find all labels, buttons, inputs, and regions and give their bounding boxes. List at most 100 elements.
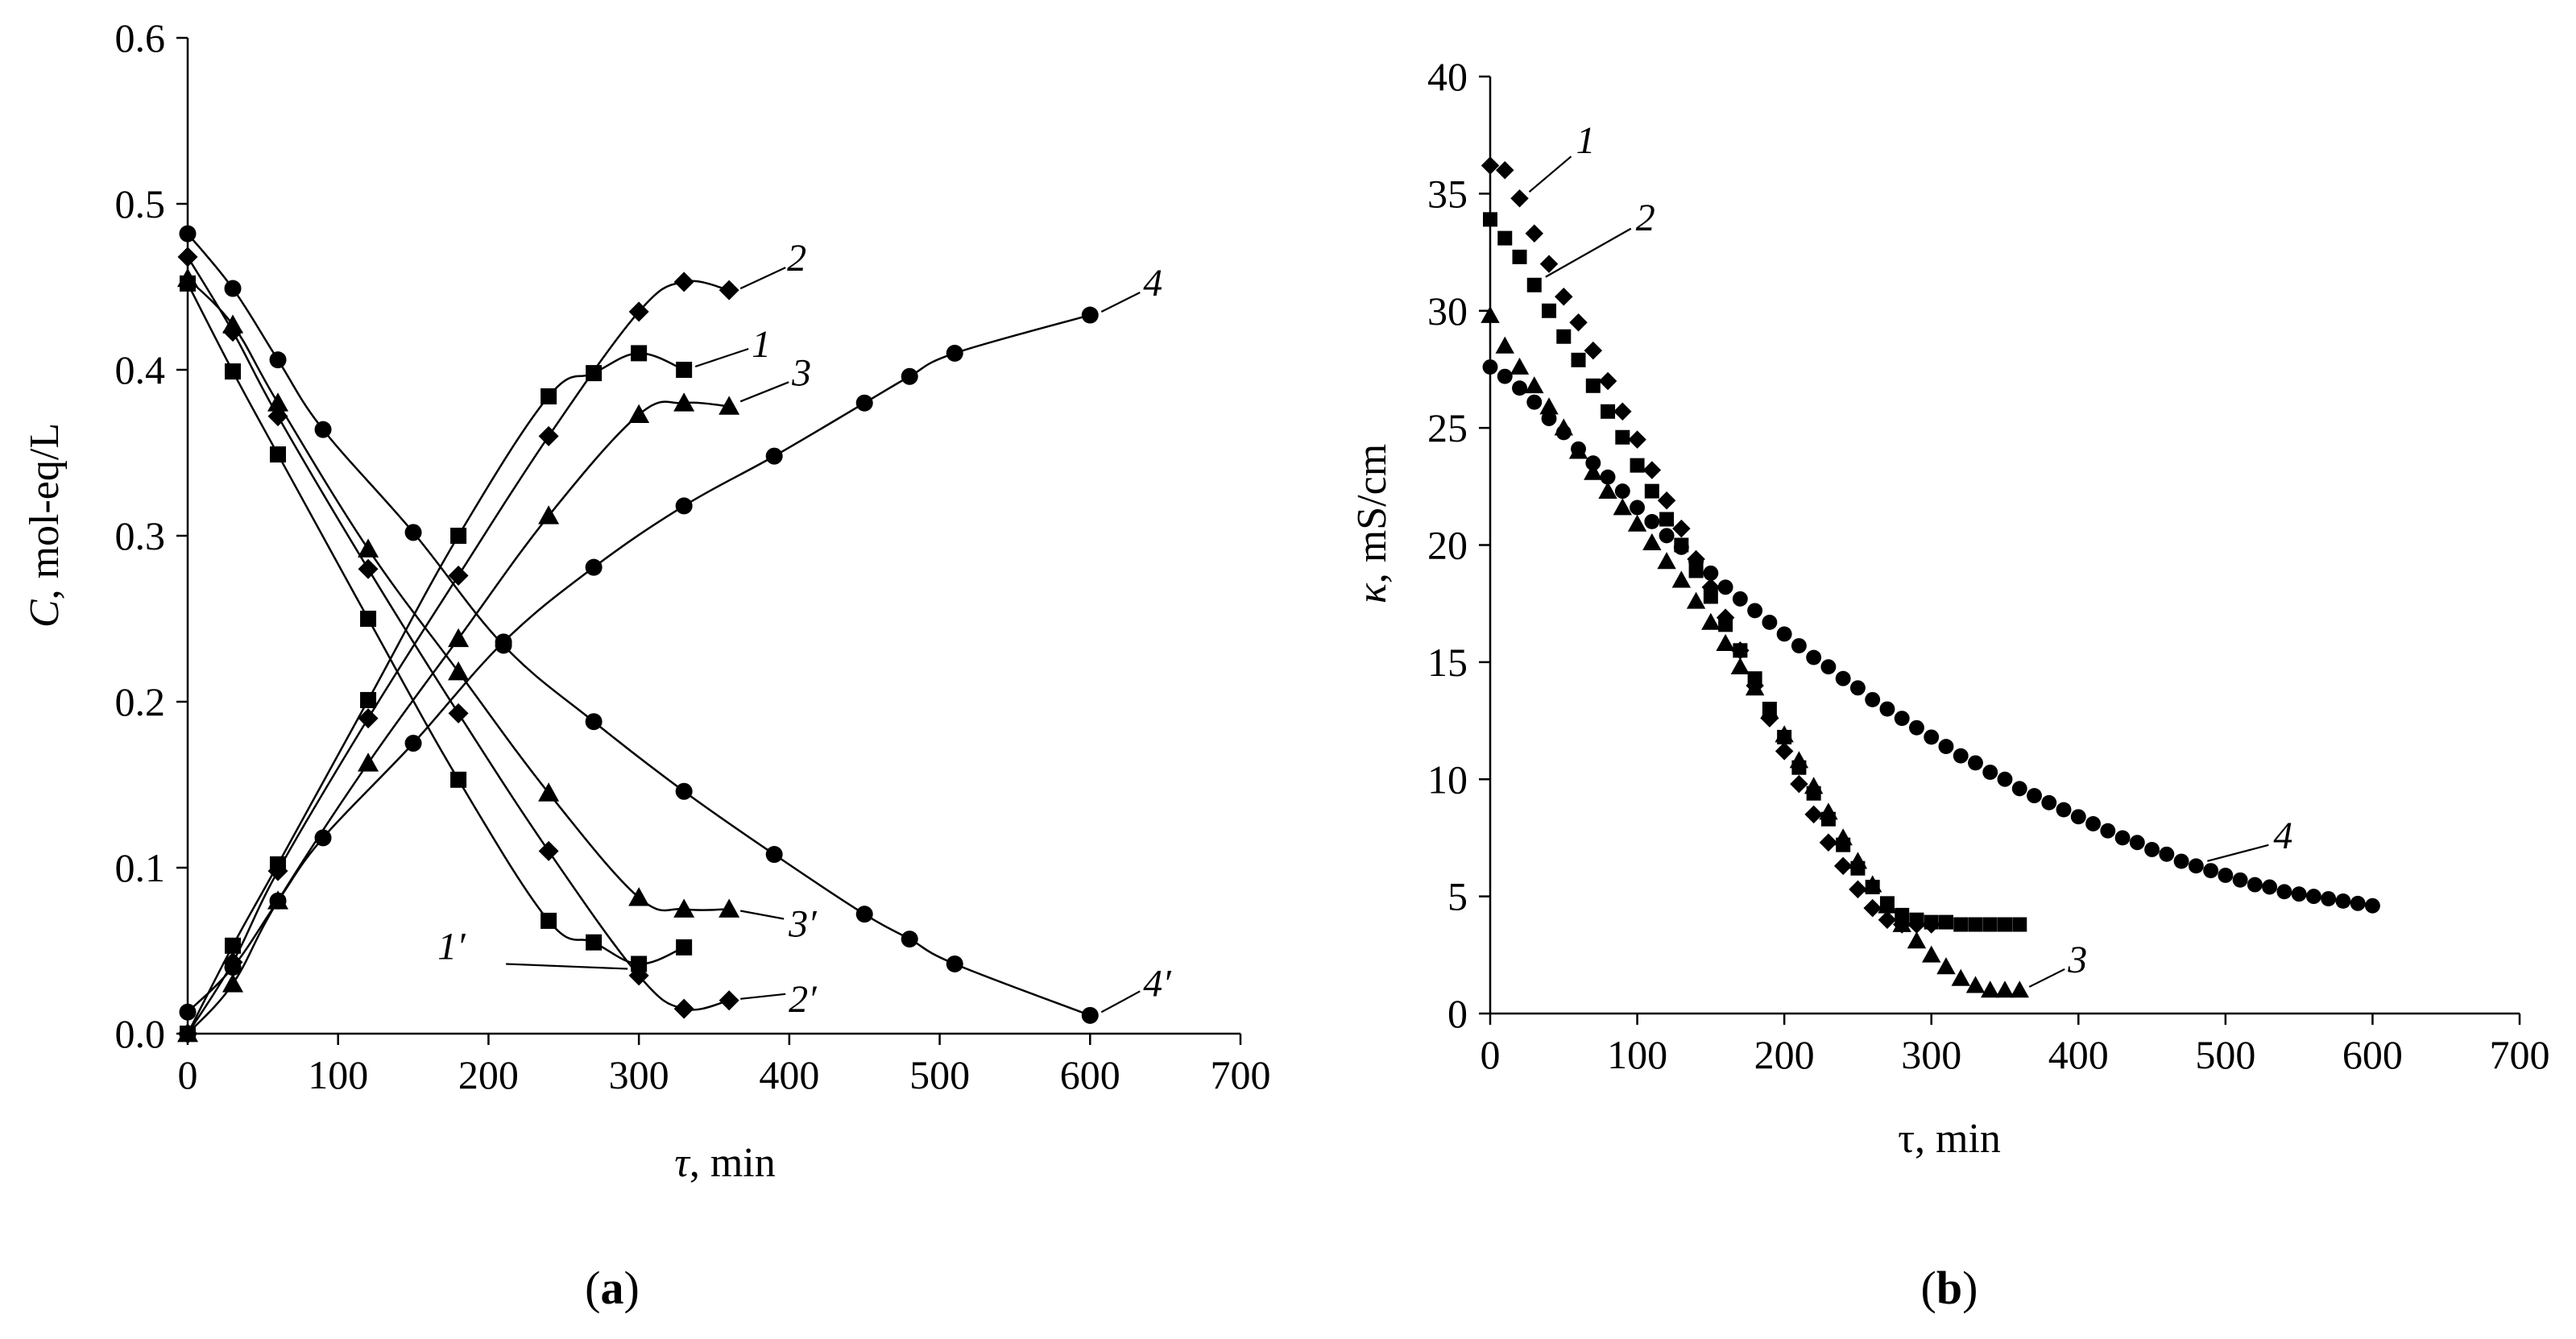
panel-b-point-2 (1497, 230, 1513, 246)
panel-b-point-4 (1762, 614, 1778, 630)
panel-a-point-3-prime (358, 538, 379, 558)
panel-a-x-tick-label: 400 (759, 1052, 819, 1097)
panel-b-y-tick-label: 10 (1427, 757, 1468, 802)
panel-a-point-1-prime (450, 771, 467, 788)
panel-b-point-2 (1585, 378, 1601, 393)
panel-b-point-1 (1525, 224, 1544, 243)
panel-a-point-3-prime (673, 898, 695, 918)
panel-a-point-2-prime (628, 965, 649, 986)
panel-b-point-4 (2262, 879, 2278, 895)
panel-b-point-2 (1733, 643, 1748, 658)
panel-a-point-4-prime (765, 846, 783, 864)
panel-b-point-4 (1630, 500, 1646, 516)
panel-b-point-3 (1525, 376, 1544, 394)
panel-a-point-4 (404, 735, 422, 752)
panel-a-point-2 (719, 280, 739, 301)
panel-b-point-4 (1909, 719, 1924, 736)
panel-b-point-4 (2144, 842, 2160, 857)
panel-a-point-3-prime (222, 314, 244, 334)
panel-a-curve-label-1: 1 (752, 323, 771, 366)
panel-a-y-axis-title: C, mol-eq/L (22, 423, 68, 628)
panel-b-point-1 (1804, 805, 1823, 824)
panel-a-leader-line (739, 267, 786, 290)
panel-b-point-3 (1760, 702, 1779, 719)
panel-a-curve-label-1-prime: 1′ (437, 925, 466, 968)
panel-b-point-2 (1968, 917, 1983, 932)
panel-a-point-1 (540, 388, 557, 404)
panel-b-point-2 (1938, 914, 1953, 930)
panel-a-x-tick-label: 700 (1211, 1052, 1271, 1097)
panel-b-point-2 (1542, 303, 1557, 318)
panel-b-point-4 (1732, 591, 1748, 607)
panel-a-y-tick-label: 0.1 (115, 845, 166, 890)
panel-a-point-4-prime (946, 955, 963, 972)
panel-a-point-2-prime (448, 703, 469, 723)
panel-b-point-4 (2100, 823, 2116, 839)
panel-b-point-1 (1657, 491, 1676, 510)
panel-b-y-tick-label: 5 (1447, 874, 1468, 919)
panel-b-point-3 (1539, 397, 1559, 415)
panel-b-point-1 (1672, 519, 1691, 538)
panel-b-x-tick-label: 600 (2342, 1032, 2403, 1077)
panel-b-point-4 (1482, 359, 1498, 375)
panel-b-point-4 (2011, 781, 2027, 797)
panel-b-point-3 (1613, 498, 1633, 516)
panel-b-point-4 (1659, 528, 1675, 544)
panel-b-point-4 (1571, 441, 1586, 457)
panel-a-x-tick-label: 100 (308, 1052, 368, 1097)
panel-a-curve-label-3: 3 (791, 351, 811, 394)
panel-a-point-3-prime (628, 887, 650, 906)
panel-a-x-tick-label: 500 (909, 1052, 970, 1097)
panel-b-curve-label-3: 3 (2067, 939, 2087, 981)
panel-b-point-4 (2335, 893, 2351, 909)
panel-a-point-2-prime (538, 840, 559, 861)
panel-a-point-4-prime (314, 421, 332, 438)
panel-a-point-4-prime (1081, 1006, 1099, 1024)
panel-b-annotations: 12 4 3 (1528, 119, 2292, 988)
panel-b-point-3 (1892, 914, 1911, 932)
panel-b-point-3 (1951, 968, 1970, 986)
panel-b-point-2 (1526, 277, 1542, 292)
panel-a-curve-label-2-prime: 2′ (789, 978, 818, 1021)
panel-b-x-tick-label: 0 (1481, 1032, 1501, 1077)
panel-b-point-1 (1833, 856, 1853, 876)
panel-b-point-1 (1878, 910, 1897, 929)
panel-b-point-4 (2305, 889, 2321, 905)
panel-b-point-2 (1644, 483, 1659, 499)
panel-b-point-4 (1776, 626, 1792, 642)
panel-b-point-4 (2218, 868, 2234, 883)
panel-b-point-4 (1512, 380, 1527, 396)
panel-b-y-axis-title: κ, mS/cm (1349, 444, 1395, 603)
panel-b-point-3 (1716, 633, 1735, 651)
panel-a-point-4 (855, 394, 873, 412)
panel-b-point-4 (2321, 891, 2337, 906)
panel-b-point-2 (2012, 917, 2027, 932)
panel-b-point-4 (2291, 886, 2307, 902)
panel-b-point-3 (1730, 657, 1750, 675)
panel-a-point-4 (269, 892, 287, 910)
panel-b-y-tick-label: 35 (1427, 171, 1468, 216)
panel-a-point-4 (314, 829, 332, 847)
panel-a-point-3 (448, 628, 470, 648)
panel-b-point-4 (2203, 863, 2219, 879)
panel-b-point-4 (1526, 394, 1543, 410)
panel-b-point-3 (1510, 357, 1530, 375)
panel-a-chart: 0 100 200 300 400 500 600 700 0.0 0.1 0.2 0.3 0.4 0.5… (22, 15, 1271, 1314)
panel-b-point-4 (2085, 816, 2101, 831)
panel-a-y-tick-label: 0.3 (115, 513, 166, 558)
panel-a-leader-line (739, 381, 789, 403)
panel-a-x-axis-title: τ, min (674, 1140, 776, 1186)
panel-b-point-4 (1600, 469, 1616, 485)
panel-b-point-1 (1539, 255, 1559, 273)
panel-b-point-3 (1745, 678, 1765, 696)
panel-b-point-3 (1981, 980, 2000, 998)
panel-a-point-2-prime (177, 247, 198, 267)
panel-b-point-4 (1747, 603, 1763, 619)
panel-b-point-4 (2041, 794, 2057, 810)
panel-b-x-tick-label: 400 (2048, 1032, 2109, 1077)
panel-b-point-2 (1512, 249, 1527, 264)
panel-b-point-4 (2070, 809, 2086, 825)
panel-b-point-1 (1598, 371, 1617, 391)
panel-b-point-4 (1894, 711, 1910, 727)
panel-a-point-3 (673, 392, 695, 412)
